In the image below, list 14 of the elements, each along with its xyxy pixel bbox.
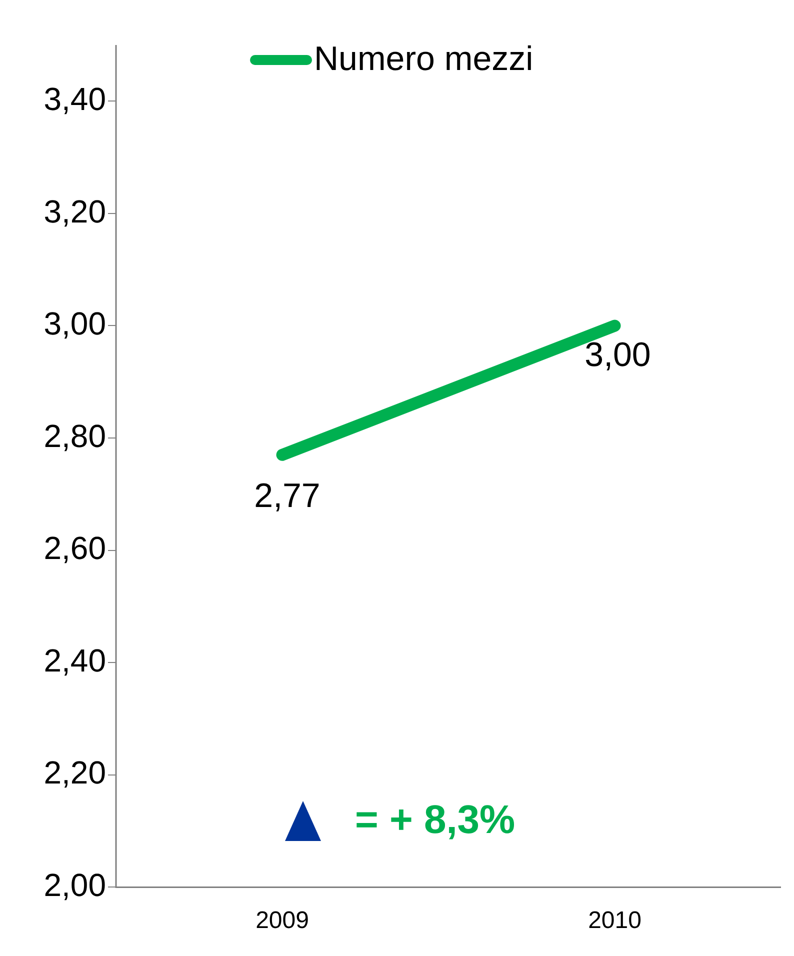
y-tick-label: 2,60 — [44, 530, 106, 566]
y-tick-label: 3,00 — [44, 306, 106, 342]
x-tick-label: 2009 — [256, 907, 309, 934]
y-tick-label: 3,20 — [44, 193, 106, 230]
legend-label: Numero mezzi — [314, 40, 534, 79]
annotation: = + 8,3% — [355, 798, 516, 843]
y-tick-label: 3,40 — [44, 80, 106, 117]
y-tick-label: 2,80 — [44, 418, 106, 454]
y-tick-label: 2,00 — [44, 867, 106, 904]
x-tick-label: 2010 — [588, 907, 642, 934]
y-tick-label: 2,20 — [44, 754, 106, 791]
data-label: 2,77 — [254, 477, 320, 516]
y-tick-label: 2,40 — [44, 642, 106, 678]
data-label: 3,00 — [584, 336, 651, 374]
